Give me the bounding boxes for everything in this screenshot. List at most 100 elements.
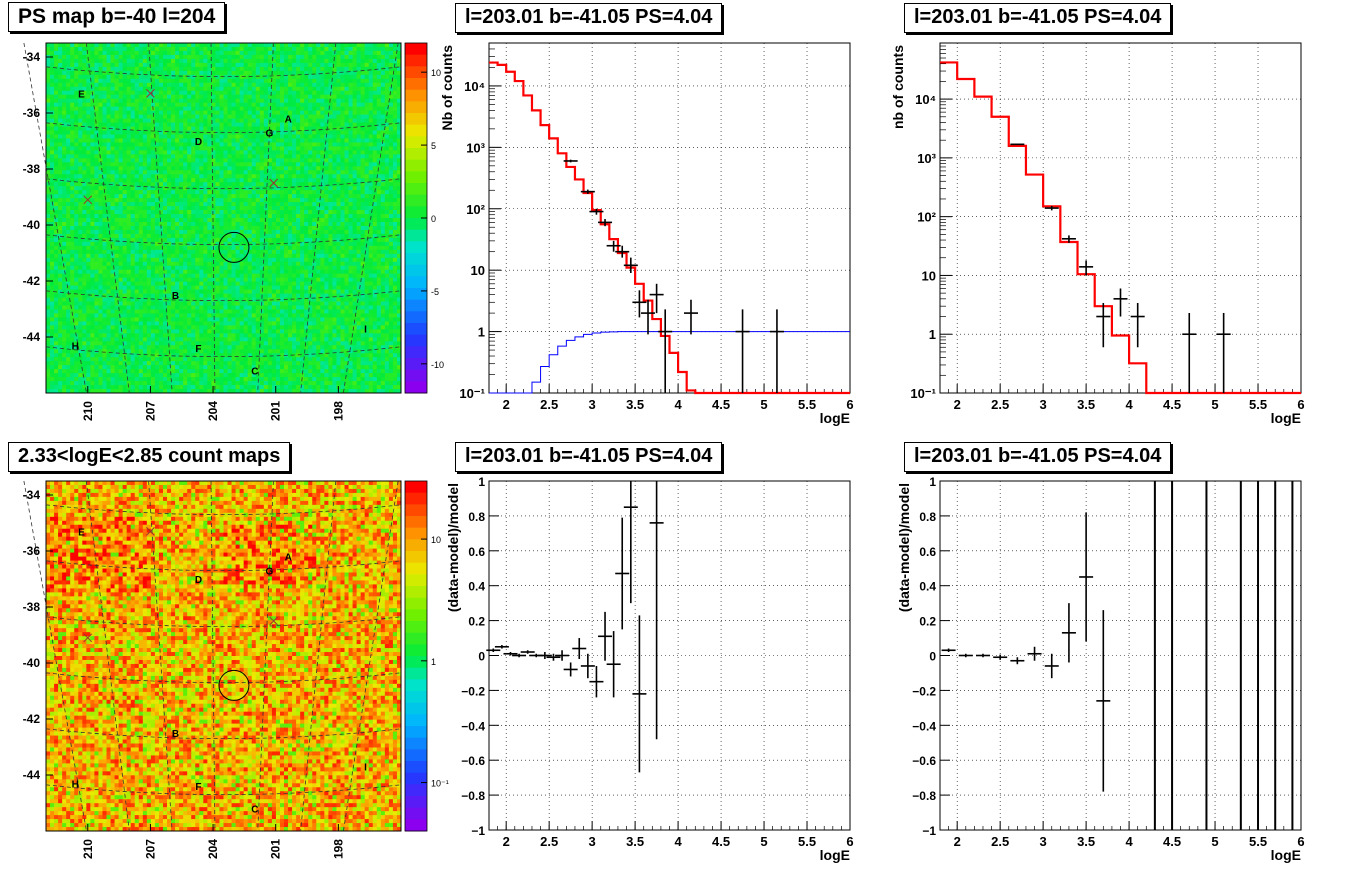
- map-pixel: [199, 258, 203, 262]
- map-pixel: [135, 302, 139, 306]
- map-pixel: [219, 95, 223, 99]
- map-pixel: [248, 194, 252, 198]
- map-pixel: [199, 55, 203, 59]
- map-pixel: [115, 246, 119, 250]
- map-pixel: [219, 274, 223, 278]
- map-pixel: [62, 325, 66, 329]
- map-pixel: [167, 238, 171, 242]
- map-pixel: [82, 309, 86, 313]
- map-pixel: [244, 107, 248, 111]
- map-pixel: [86, 210, 90, 214]
- map-pixel: [98, 242, 102, 246]
- map-pixel: [211, 218, 215, 222]
- map-pixel: [58, 302, 62, 306]
- map-pixel: [155, 55, 159, 59]
- map-pixel: [215, 87, 219, 91]
- map-pixel: [143, 357, 147, 361]
- map-pixel: [236, 166, 240, 170]
- map-pixel: [102, 329, 106, 333]
- map-pixel: [179, 306, 183, 310]
- map-pixel: [179, 234, 183, 238]
- map-pixel: [167, 63, 171, 67]
- map-pixel: [224, 270, 228, 274]
- map-pixel: [163, 154, 167, 158]
- map-pixel: [175, 333, 179, 337]
- map-pixel: [191, 262, 195, 266]
- map-pixel: [236, 385, 240, 389]
- map-pixel: [159, 115, 163, 119]
- map-pixel: [232, 75, 236, 79]
- map-pixel: [119, 369, 123, 373]
- map-pixel: [151, 138, 155, 142]
- map-pixel: [50, 361, 54, 365]
- map-pixel: [98, 59, 102, 63]
- map-pixel: [151, 67, 155, 71]
- map-pixel: [50, 71, 54, 75]
- map-pixel: [54, 206, 58, 210]
- map-pixel: [58, 262, 62, 266]
- map-pixel: [167, 210, 171, 214]
- map-pixel: [46, 321, 50, 325]
- map-pixel: [58, 154, 62, 158]
- map-pixel: [203, 146, 207, 150]
- map-pixel: [98, 321, 102, 325]
- map-pixel: [191, 282, 195, 286]
- map-pixel: [135, 309, 139, 313]
- map-pixel: [50, 83, 54, 87]
- map-pixel: [111, 210, 115, 214]
- map-pixel: [143, 103, 147, 107]
- map-pixel: [86, 325, 90, 329]
- map-pixel: [54, 162, 58, 166]
- map-pixel: [151, 162, 155, 166]
- map-pixel: [203, 309, 207, 313]
- map-pixel: [159, 270, 163, 274]
- map-pixel: [86, 246, 90, 250]
- map-pixel: [107, 270, 111, 274]
- map-pixel: [159, 357, 163, 361]
- map-pixel: [107, 377, 111, 381]
- map-pixel: [159, 138, 163, 142]
- map-pixel: [252, 158, 256, 162]
- map-pixel: [272, 198, 276, 202]
- map-pixel: [207, 341, 211, 345]
- map-pixel: [203, 238, 207, 242]
- map-pixel: [175, 174, 179, 178]
- map-pixel: [187, 349, 191, 353]
- map-pixel: [139, 274, 143, 278]
- map-pixel: [171, 361, 175, 365]
- map-pixel: [171, 214, 175, 218]
- map-pixel: [111, 91, 115, 95]
- map-pixel: [131, 138, 135, 142]
- map-pixel: [207, 134, 211, 138]
- map-pixel: [86, 270, 90, 274]
- map-pixel: [236, 158, 240, 162]
- map-pixel: [244, 266, 248, 270]
- map-pixel: [268, 373, 272, 377]
- map-pixel: [232, 377, 236, 381]
- map-pixel: [199, 71, 203, 75]
- map-pixel: [98, 47, 102, 51]
- map-pixel: [252, 91, 256, 95]
- map-pixel: [179, 218, 183, 222]
- map-pixel: [228, 242, 232, 246]
- map-pixel: [115, 210, 119, 214]
- map-pixel: [232, 158, 236, 162]
- map-pixel: [143, 266, 147, 270]
- map-pixel: [74, 111, 78, 115]
- map-pixel: [171, 79, 175, 83]
- map-pixel: [252, 162, 256, 166]
- map-pixel: [50, 103, 54, 107]
- map-pixel: [119, 95, 123, 99]
- map-pixel: [70, 75, 74, 79]
- map-pixel: [70, 357, 74, 361]
- map-pixel: [167, 67, 171, 71]
- map-pixel: [252, 79, 256, 83]
- map-pixel: [187, 369, 191, 373]
- map-pixel: [268, 306, 272, 310]
- map-pixel: [244, 377, 248, 381]
- map-pixel: [211, 71, 215, 75]
- map-pixel: [268, 325, 272, 329]
- map-pixel: [147, 59, 151, 63]
- map-pixel: [236, 309, 240, 313]
- map-pixel: [171, 83, 175, 87]
